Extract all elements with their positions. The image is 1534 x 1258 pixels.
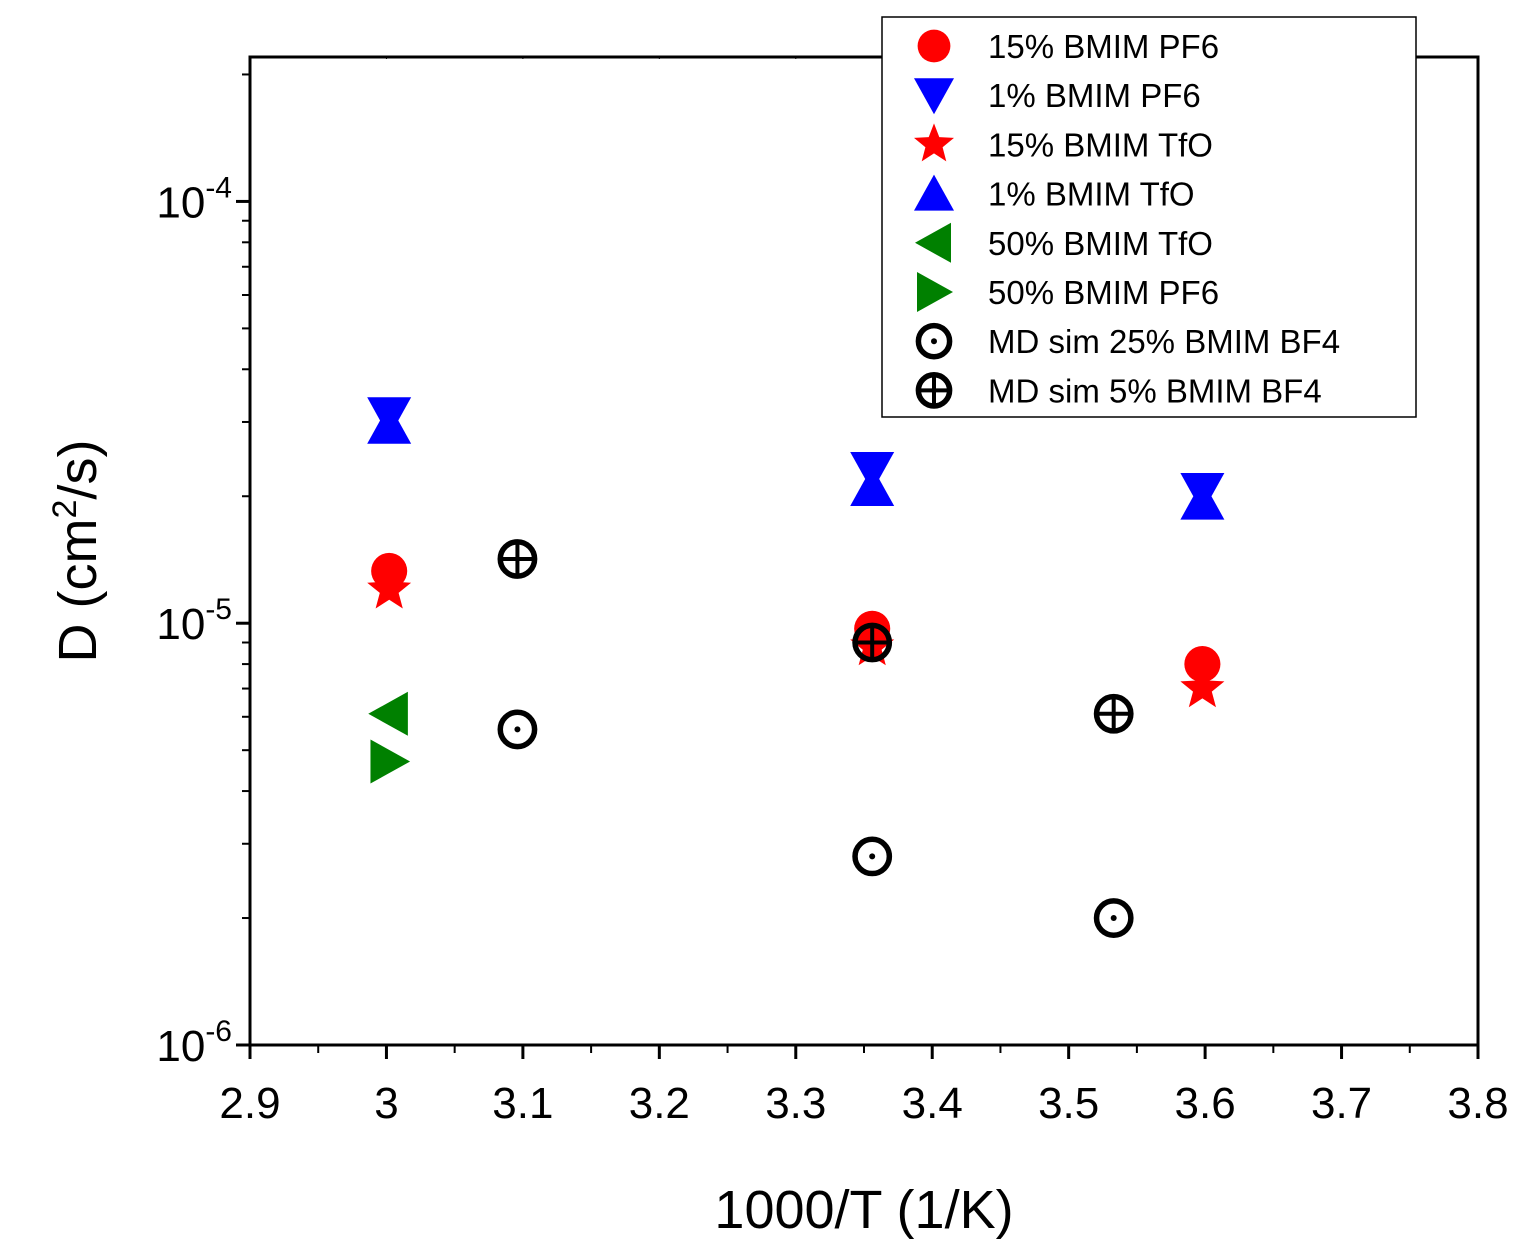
- data-point: [368, 691, 408, 736]
- legend-marker: [914, 174, 954, 211]
- data-point: [497, 539, 538, 579]
- legend-entry: MD sim 25% BMIM BF4: [915, 322, 1340, 360]
- legend-marker: [915, 222, 951, 263]
- legend-label: MD sim 5% BMIM BF4: [988, 372, 1322, 409]
- legend: 15% BMIM PF6 1% BMIM PF6 15% BMIM TfO 1% BM…: [881, 16, 1417, 418]
- x-tick-label: 3.5: [1038, 1079, 1099, 1128]
- legend-label: 1% BMIM TfO: [988, 176, 1195, 213]
- legend-box: [881, 16, 1417, 418]
- legend-entry: 50% BMIM TfO: [915, 222, 1213, 263]
- y-axis-title-main: D (cm: [48, 518, 108, 662]
- data-point: [850, 466, 895, 507]
- data-point: [367, 404, 412, 444]
- data-point: [367, 566, 412, 609]
- legend-label: 1% BMIM PF6: [988, 77, 1201, 114]
- series-50-bmim-pf6: [370, 739, 411, 784]
- data-point: [1093, 898, 1134, 938]
- x-tick-label: 3.2: [629, 1079, 690, 1128]
- data-point: [1180, 665, 1225, 708]
- series-50-bmim-tfo: [368, 691, 408, 736]
- legend-entry: 50% BMIM PF6: [917, 272, 1219, 312]
- legend-label: MD sim 25% BMIM BF4: [988, 323, 1340, 360]
- legend-entry: 15% BMIM PF6: [917, 28, 1219, 65]
- x-tick-label: 3: [374, 1079, 398, 1128]
- y-tick-label: 10-6: [156, 1015, 232, 1071]
- legend-entry: 15% BMIM TfO: [914, 123, 1213, 163]
- legend-marker: [915, 322, 953, 360]
- data-point: [1093, 693, 1134, 734]
- x-tick-label: 2.9: [219, 1079, 280, 1128]
- legend-label: 15% BMIM PF6: [988, 28, 1219, 65]
- legend-label: 50% BMIM TfO: [988, 225, 1213, 262]
- x-tick-label: 3.7: [1311, 1079, 1372, 1128]
- data-point: [370, 739, 411, 784]
- y-tick-labels: 10-4 10-5 10-6: [156, 171, 232, 1071]
- x-tick-label: 3.6: [1175, 1079, 1236, 1128]
- data-point: [1184, 646, 1221, 683]
- legend-label: 50% BMIM PF6: [988, 274, 1219, 311]
- legend-entry: 1% BMIM TfO: [914, 174, 1195, 213]
- legend-label: 15% BMIM TfO: [988, 126, 1213, 163]
- x-tick-labels: 2.9 3 3.1 3.2 3.3 3.4 3.5 3.6 3.7 3.8: [219, 1079, 1508, 1128]
- x-tick-label: 3.3: [765, 1079, 826, 1128]
- series-md-sim-25-bmim-bf4: [497, 709, 1134, 938]
- legend-entries: 15% BMIM PF6 1% BMIM PF6 15% BMIM TfO 1% BM…: [914, 28, 1340, 409]
- legend-marker: [917, 272, 953, 312]
- x-tick-label: 3.1: [492, 1079, 553, 1128]
- data-point: [1180, 479, 1225, 520]
- data-point: [497, 709, 538, 750]
- x-axis-title: 1000/T (1/K): [714, 1180, 1013, 1240]
- series-md-sim-5-bmim-bf4: [497, 539, 1134, 734]
- data-marks: [367, 397, 1225, 938]
- legend-marker: [917, 29, 951, 63]
- y-tick-label: 10-5: [156, 593, 232, 649]
- data-point: [852, 622, 893, 663]
- legend-marker: [914, 78, 954, 115]
- y-axis-title-sup: 2: [46, 500, 84, 519]
- legend-entry: 1% BMIM PF6: [914, 77, 1201, 115]
- legend-marker: [914, 123, 954, 162]
- legend-entry: MD sim 5% BMIM BF4: [915, 372, 1322, 409]
- data-point: [852, 836, 893, 877]
- series-1-bmim-tfo: [367, 404, 1225, 520]
- legend-marker: [915, 372, 953, 409]
- y-tick-label: 10-4: [156, 171, 232, 227]
- y-axis-title: D (cm2/s): [46, 440, 108, 663]
- x-tick-label: 3.8: [1447, 1079, 1508, 1128]
- plot-frame: [248, 55, 1480, 1047]
- y-axis-title-tail: /s): [48, 440, 108, 500]
- x-tick-label: 3.4: [902, 1079, 963, 1128]
